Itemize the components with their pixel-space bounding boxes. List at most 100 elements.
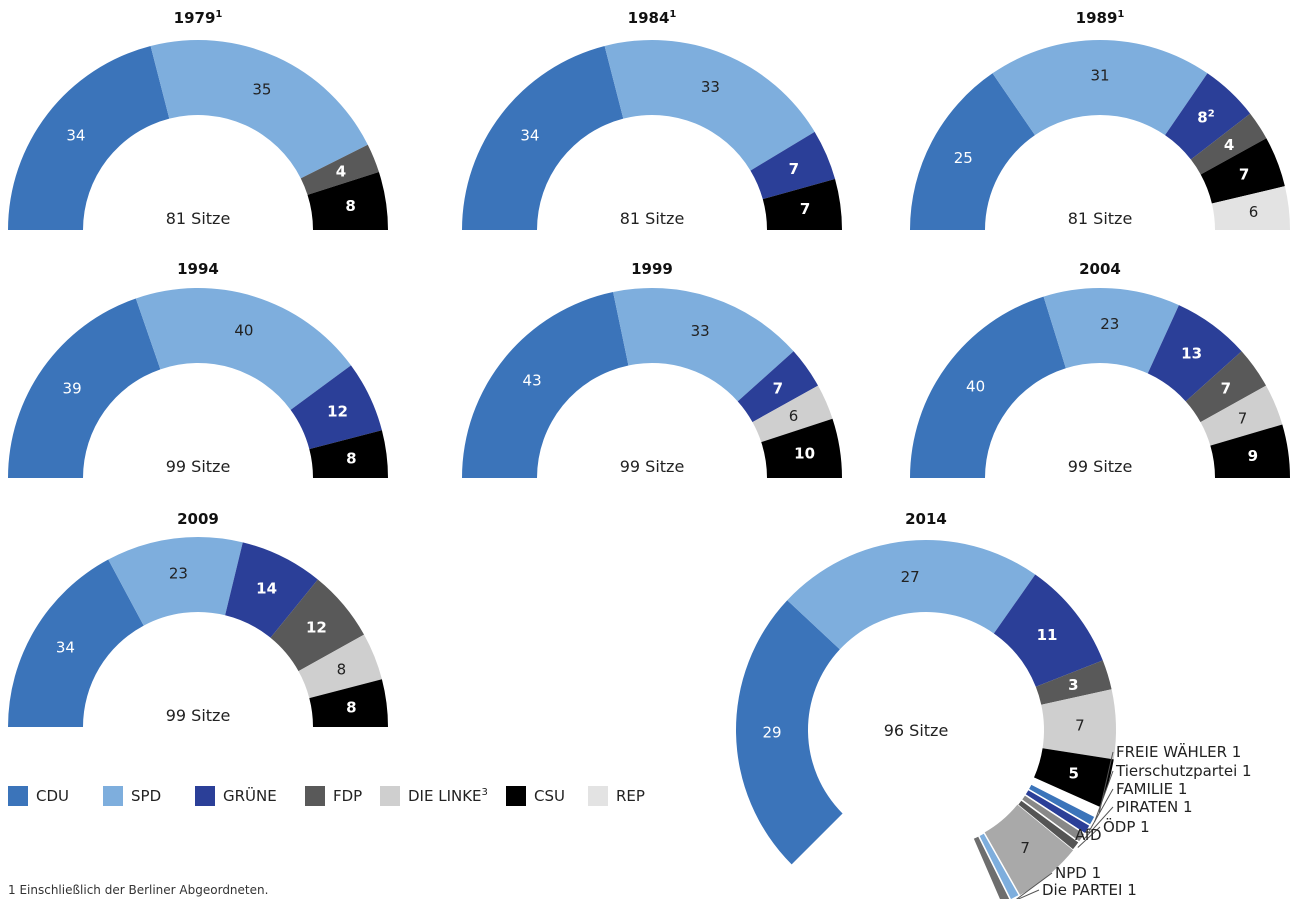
legend-item-csu: CSU	[506, 786, 565, 806]
footnote: 1 Einschließlich der Berliner Abgeordnet…	[8, 883, 269, 897]
data-label-spd-1989: 31	[1090, 67, 1109, 85]
data-label-spd-1984: 33	[701, 78, 720, 96]
slice-spd-1984	[604, 40, 815, 171]
legend-swatch-cdu	[8, 786, 28, 806]
slice-spd-2014	[787, 539, 1036, 650]
legend-swatch-die-linke	[380, 786, 400, 806]
slice-fdp-2004	[1185, 351, 1267, 423]
legend-label-cdu: CDU	[36, 787, 70, 805]
slice-cdu-2004	[910, 296, 1066, 478]
legend-label-csu: CSU	[534, 787, 565, 805]
callout-label-tierschutzpartei: Tierschutzpartei 1	[1115, 762, 1252, 780]
slice-csu-2014	[1033, 748, 1114, 808]
slice-csu-1999	[761, 418, 842, 478]
data-label-csu-1979: 8	[345, 197, 355, 215]
data-label-rep-1989: 6	[1249, 203, 1259, 221]
slice-spd-1979	[150, 40, 368, 179]
data-label-cdu-2014: 29	[762, 724, 781, 742]
slice-fdp-1979	[300, 144, 379, 195]
slice-gruene-2014	[993, 574, 1103, 687]
half-donut-1994: 39 40 12 8 99 Sitze	[8, 288, 388, 478]
data-label-die-linke-2004: 7	[1238, 409, 1248, 427]
data-label-spd-1999: 33	[691, 322, 710, 340]
slice-gruene-1994	[290, 365, 382, 450]
data-label-afd-2014: 7	[1020, 839, 1030, 857]
legend-item-spd: SPD	[103, 786, 161, 806]
callout-label-oedp: ÖDP 1	[1103, 817, 1150, 836]
callout-line-npd	[1015, 872, 1053, 899]
legend-swatch-csu	[506, 786, 526, 806]
slice-fdp-2009	[270, 579, 365, 672]
donut-2014: 29 27 11 3 7 5 7 FREIE WÄHLER 1Tierschutzpartei…	[736, 539, 1252, 899]
half-donut-1979: 34 35 4 8 81 Sitze	[8, 40, 388, 231]
chart-title-sup: 1	[669, 9, 676, 20]
data-label-cdu-2009: 34	[56, 639, 75, 657]
half-donut-1999: 43 33 76 10 99 Sitze	[462, 288, 842, 478]
data-label-gruene-1999: 7	[773, 379, 783, 397]
slice-spd-2004	[1043, 288, 1179, 374]
data-label-csu-2014: 5	[1068, 765, 1078, 783]
data-label-spd-2004: 23	[1100, 315, 1119, 333]
slice-cdu-2009	[7, 559, 144, 727]
callout-label-piraten: PIRATEN 1	[1116, 798, 1193, 816]
chart-title-1979: 19791	[174, 9, 223, 27]
center-label-2004: 99 Sitze	[1068, 457, 1133, 476]
legend-swatch-rep	[588, 786, 608, 806]
callout-label-afd: AfD	[1075, 826, 1102, 844]
slice-afd-2014	[984, 804, 1074, 896]
legend-label-rep: REP	[616, 787, 645, 805]
center-label-1994: 99 Sitze	[166, 457, 231, 476]
data-label-csu-1994: 8	[346, 449, 356, 467]
legend-label-spd: SPD	[131, 787, 162, 805]
data-label-csu-2004: 9	[1248, 447, 1258, 465]
slice-fdp-1989	[1190, 113, 1267, 175]
slice-die-linke-2009	[298, 634, 382, 699]
data-label-gruene-2009: 14	[256, 580, 277, 598]
slice-csu-1979	[307, 171, 388, 230]
data-label-spd-1994: 40	[234, 322, 253, 340]
data-label-die-linke-2009: 8	[337, 661, 347, 679]
callout-line-piraten	[1083, 806, 1114, 840]
callout-line-tierschutzpartei	[1094, 770, 1114, 823]
data-label-csu-1989: 7	[1239, 165, 1249, 183]
slice-spd-1999	[613, 288, 794, 402]
slice-cdu-1984	[462, 46, 624, 231]
slice-cdu-1999	[462, 292, 629, 478]
slice-csu-1989	[1200, 138, 1285, 204]
data-label-die-linke-1999: 6	[789, 407, 799, 425]
callout-line-die-partei	[1017, 889, 1040, 899]
chart-title-2004: 2004	[1079, 260, 1121, 278]
slice-csu-2004	[1210, 424, 1290, 478]
slice-csu-1984	[762, 179, 842, 230]
data-label-cdu-1984: 34	[520, 126, 539, 144]
chart-title-1994: 1994	[177, 260, 219, 278]
slice-spd-2009	[108, 537, 243, 626]
slice-spd-1994	[135, 288, 351, 410]
legend-item-rep: REP	[588, 786, 645, 806]
legend-item-gruene: GRÜNE	[195, 786, 277, 806]
legend-swatch-gruene	[195, 786, 215, 806]
data-label-fdp-2004: 7	[1221, 379, 1231, 397]
data-label-cdu-1989: 25	[954, 149, 973, 167]
slice-spd-1989	[992, 39, 1208, 136]
center-label-2014: 96 Sitze	[884, 721, 949, 740]
data-label-fdp-2014: 3	[1068, 676, 1078, 694]
data-label-fdp-1989: 4	[1224, 136, 1234, 154]
chart-title-1989: 19891	[1076, 9, 1125, 27]
half-donut-1984: 34 33 7 7 81 Sitze	[462, 40, 842, 231]
center-label-1999: 99 Sitze	[620, 457, 685, 476]
slice-die-linke-1999	[752, 385, 833, 443]
chart-title-2014: 2014	[905, 510, 947, 528]
legend-label-gruene: GRÜNE	[223, 787, 277, 805]
slice-die-linke-2004	[1200, 385, 1283, 446]
callout-label-familie: FAMILIE 1	[1116, 780, 1187, 798]
slice-fdp-2014	[1035, 660, 1112, 705]
chart-title-sup: 1	[1117, 9, 1124, 20]
chart-title-sup: 1	[215, 9, 222, 20]
callout-label-freie-waehler: FREIE WÄHLER 1	[1116, 742, 1241, 761]
slice-csu-2009	[309, 679, 388, 727]
data-label-fdp-1979: 4	[336, 163, 346, 181]
data-label-csu-1999: 10	[794, 445, 815, 463]
